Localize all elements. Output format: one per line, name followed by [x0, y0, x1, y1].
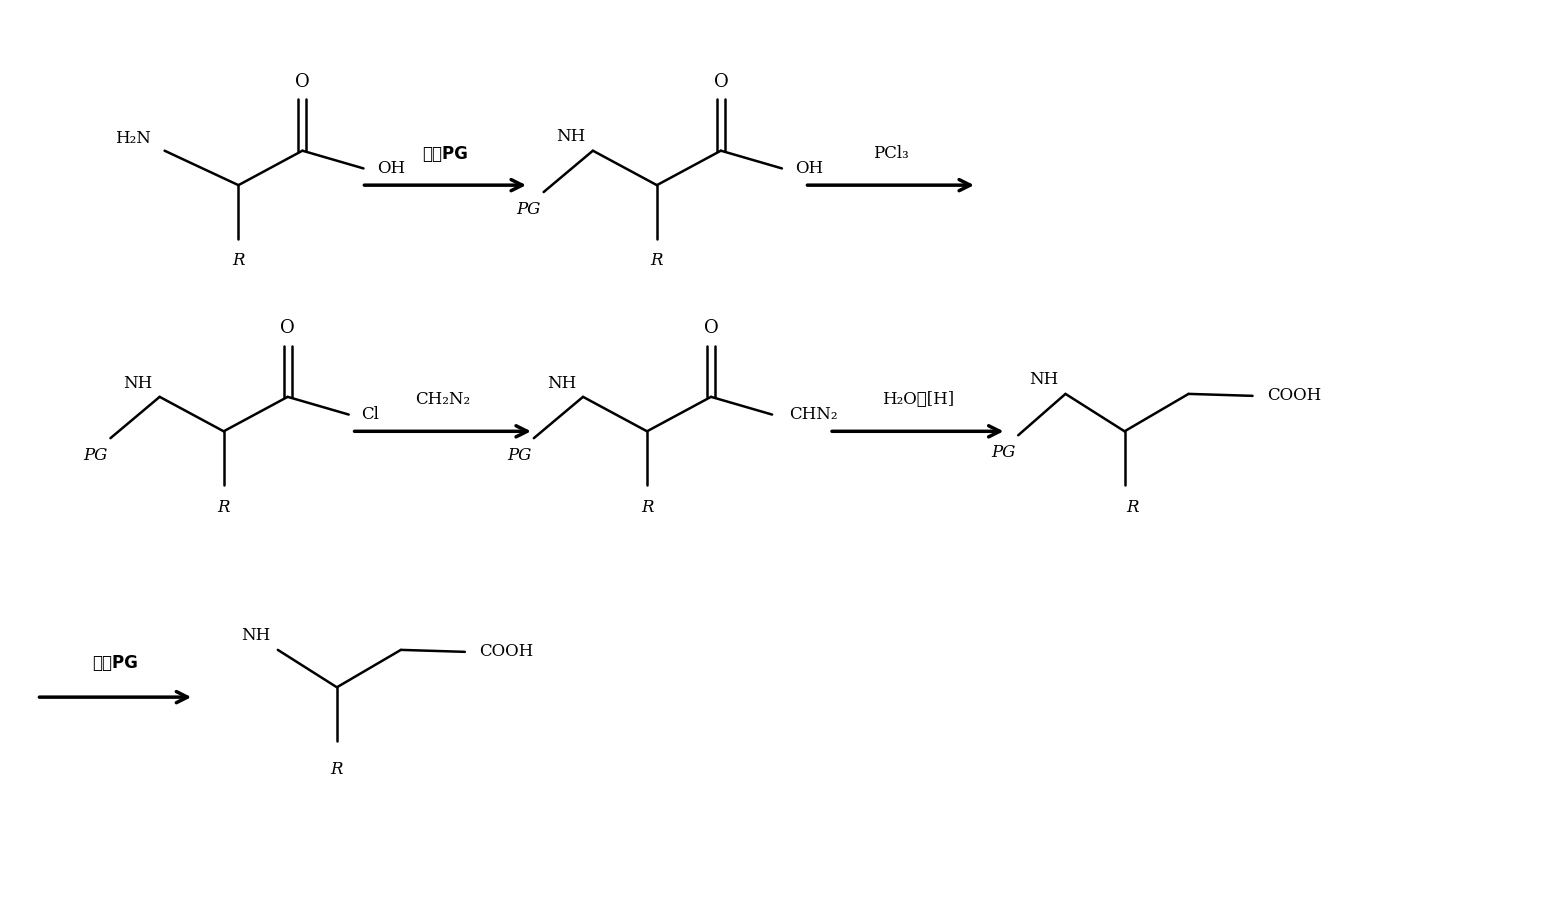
- Text: PCl₃: PCl₃: [873, 145, 909, 162]
- Text: R: R: [1127, 498, 1139, 515]
- Text: R: R: [218, 498, 230, 515]
- Text: OH: OH: [378, 159, 406, 177]
- Text: NH: NH: [547, 375, 577, 392]
- Text: NH: NH: [241, 626, 270, 643]
- Text: 切去PG: 切去PG: [92, 654, 138, 671]
- Text: O: O: [713, 73, 729, 91]
- Text: Cl: Cl: [362, 406, 379, 423]
- Text: R: R: [232, 252, 244, 269]
- Text: COOH: COOH: [479, 643, 533, 660]
- Text: O: O: [280, 319, 295, 337]
- Text: R: R: [331, 760, 343, 778]
- Text: O: O: [295, 73, 309, 91]
- Text: O: O: [704, 319, 718, 337]
- Text: COOH: COOH: [1267, 387, 1321, 405]
- Text: NH: NH: [1029, 370, 1058, 387]
- Text: H₂N: H₂N: [115, 131, 151, 148]
- Text: H₂O，[H]: H₂O，[H]: [881, 391, 954, 408]
- Text: PG: PG: [516, 201, 541, 218]
- Text: NH: NH: [556, 129, 586, 145]
- Text: R: R: [651, 252, 664, 269]
- Text: PG: PG: [991, 444, 1016, 461]
- Text: OH: OH: [796, 159, 824, 177]
- Text: PG: PG: [507, 448, 531, 464]
- Text: R: R: [640, 498, 653, 515]
- Text: CH₂N₂: CH₂N₂: [415, 391, 471, 408]
- Text: PG: PG: [84, 448, 107, 464]
- Text: NH: NH: [123, 375, 152, 392]
- Text: CHN₂: CHN₂: [789, 406, 838, 423]
- Text: 加入PG: 加入PG: [423, 145, 468, 163]
